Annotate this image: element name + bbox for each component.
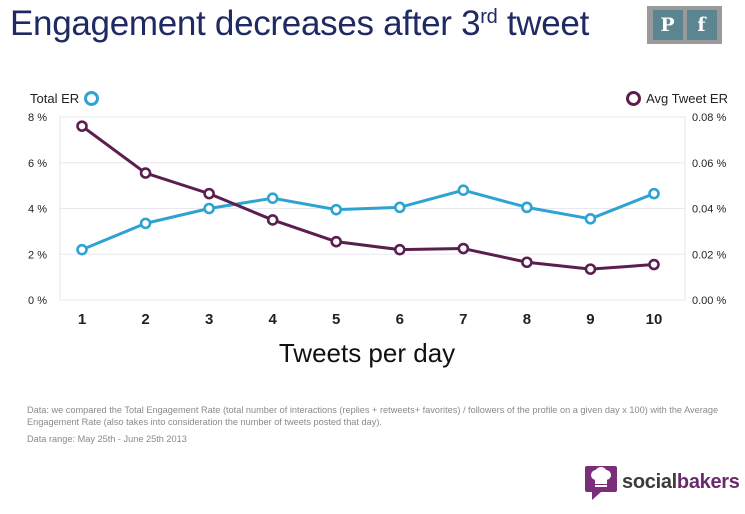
- point-total-er-4: [266, 192, 279, 205]
- x-tick-6: 6: [396, 311, 404, 328]
- socialbakers-logo: socialbakers: [584, 463, 740, 501]
- x-tick-9: 9: [586, 311, 594, 328]
- point-avg-tweet-er-8: [521, 256, 533, 269]
- legend-total-er-marker: [84, 91, 100, 106]
- y-tick-right-1: 0.02 %: [692, 249, 726, 261]
- y-tick-left-3: 6 %: [28, 158, 47, 170]
- line-chart: 0 % 0.00 % 2 % 0.02 % 4 % 0.04 % 6 % 0.06 % 8 % 0…: [28, 112, 726, 368]
- facebook-button[interactable]: f: [686, 10, 717, 40]
- x-tick-5: 5: [332, 311, 340, 328]
- y-tick-right-3: 0.06 %: [692, 158, 726, 170]
- share-bar: P f: [647, 6, 722, 44]
- legend-total-er-label: Total ER: [30, 91, 80, 106]
- chef-hat-icon: [585, 466, 617, 500]
- point-total-er-8: [521, 201, 533, 214]
- x-tick-8: 8: [523, 311, 531, 328]
- pinterest-button[interactable]: P: [652, 10, 683, 40]
- x-axis-label: Tweets per day: [279, 338, 455, 368]
- legend-avg-tweet-er: Avg Tweet ER: [626, 91, 728, 106]
- point-total-er-9: [584, 212, 597, 225]
- point-avg-tweet-er-7: [457, 242, 470, 255]
- x-tick-7: 7: [459, 311, 467, 328]
- point-total-er-2: [139, 217, 152, 230]
- point-avg-tweet-er-5: [330, 235, 343, 248]
- point-total-er-3: [203, 202, 215, 215]
- point-total-er-6: [393, 201, 406, 214]
- y-tick-left-1: 2 %: [28, 249, 47, 261]
- y-tick-left-0: 0 %: [28, 295, 47, 307]
- y-tick-right-4: 0.08 %: [692, 112, 726, 124]
- legend-avg-tweet-er-label: Avg Tweet ER: [646, 91, 728, 106]
- point-avg-tweet-er-4: [266, 214, 279, 226]
- y-tick-right-0: 0.00 %: [692, 295, 726, 307]
- point-total-er-7: [457, 184, 470, 196]
- y-tick-left-2: 4 %: [28, 204, 47, 216]
- point-avg-tweet-er-2: [139, 167, 152, 179]
- point-total-er-5: [330, 203, 343, 216]
- point-avg-tweet-er-1: [76, 120, 88, 132]
- note-text: Data: we compared the Total Engagement R…: [27, 405, 719, 427]
- x-tick-10: 10: [646, 311, 663, 328]
- brand-name: socialbakers: [622, 470, 740, 493]
- data-note: Data: we compared the Total Engagement R…: [27, 404, 727, 445]
- series-line-total-er: [81, 188, 655, 252]
- point-avg-tweet-er-3: [203, 187, 215, 200]
- point-avg-tweet-er-6: [393, 243, 406, 256]
- legend-total-er: Total ER: [30, 91, 100, 106]
- point-total-er-1: [76, 243, 88, 256]
- point-total-er-10: [648, 187, 660, 200]
- y-tick-left-4: 8 %: [28, 112, 47, 124]
- legend-avg-tweet-er-marker: [626, 91, 642, 106]
- page-title: Engagement decreases after 3rd tweet: [10, 4, 590, 43]
- x-tick-4: 4: [268, 311, 277, 328]
- series-line-avg-tweet-er: [81, 124, 655, 271]
- y-tick-right-2: 0.04 %: [692, 204, 726, 216]
- x-tick-3: 3: [205, 311, 213, 328]
- point-avg-tweet-er-10: [648, 258, 660, 271]
- note-range: Data range: May 25th - June 25th 2013: [27, 434, 187, 444]
- point-avg-tweet-er-9: [584, 263, 597, 275]
- x-tick-1: 1: [78, 311, 86, 328]
- x-tick-2: 2: [141, 311, 149, 328]
